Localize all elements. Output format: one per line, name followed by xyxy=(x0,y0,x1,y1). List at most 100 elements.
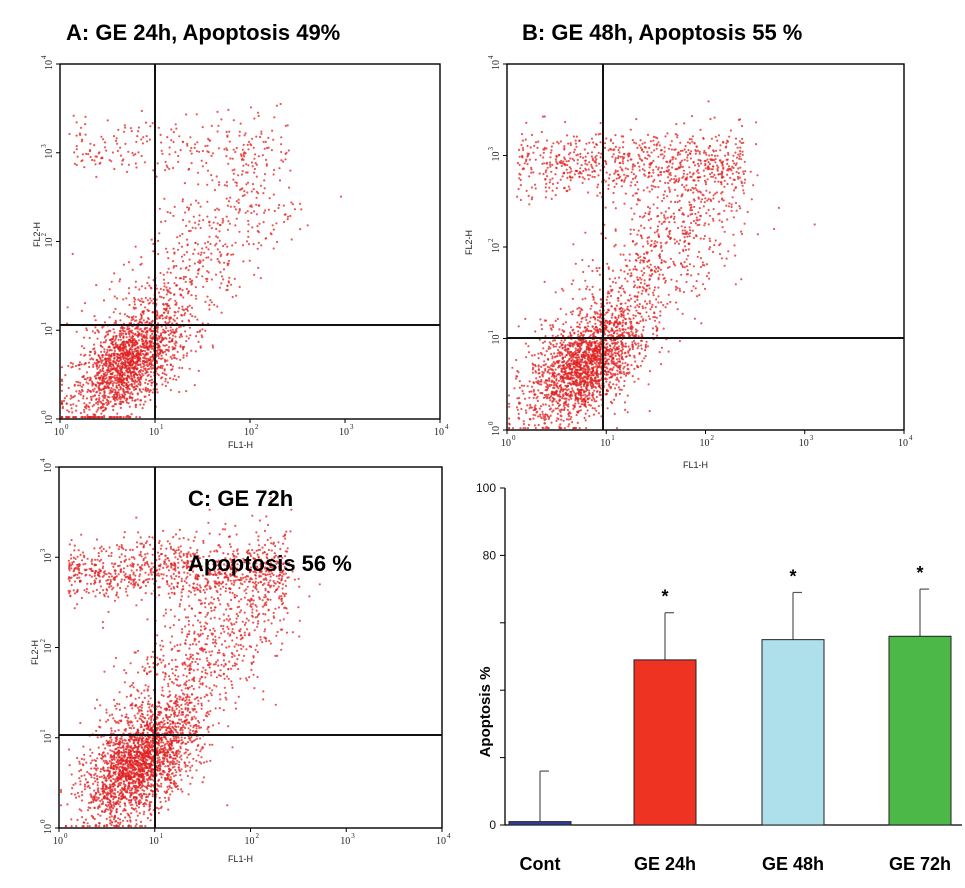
scatter-point xyxy=(697,164,701,168)
scatter-point xyxy=(60,366,64,369)
scatter-point xyxy=(562,160,565,163)
scatter-point xyxy=(194,241,197,245)
scatter-point xyxy=(239,188,242,191)
scatter-point xyxy=(148,345,151,348)
scatter-point xyxy=(134,162,137,165)
scatter-point xyxy=(126,340,129,343)
scatter-point xyxy=(133,348,136,351)
scatter-point xyxy=(101,395,104,398)
scatter-point xyxy=(101,364,104,367)
scatter-point xyxy=(199,205,202,208)
scatter-point xyxy=(133,300,136,303)
panel-a-xlabel: FL1-H xyxy=(228,440,253,450)
scatter-point xyxy=(125,401,129,404)
scatter-point xyxy=(580,340,583,343)
scatter-point xyxy=(168,336,171,340)
scatter-point xyxy=(124,126,127,129)
scatter-point xyxy=(231,244,234,247)
scatter-point xyxy=(527,423,531,426)
scatter-point xyxy=(677,179,681,182)
scatter-point xyxy=(244,132,247,135)
scatter-point xyxy=(168,307,171,310)
scatter-point xyxy=(250,161,254,164)
scatter-point xyxy=(562,373,565,376)
scatter-point xyxy=(673,148,676,151)
scatter-point xyxy=(637,377,640,380)
scatter-point xyxy=(587,330,590,333)
scatter-point xyxy=(616,170,619,173)
scatter-point xyxy=(98,378,101,381)
scatter-point xyxy=(579,332,583,335)
scatter-point xyxy=(100,412,103,415)
scatter-point xyxy=(136,377,139,380)
scatter-point xyxy=(646,186,649,189)
scatter-point xyxy=(551,182,555,186)
scatter-point xyxy=(599,323,602,327)
scatter-point xyxy=(82,397,85,400)
scatter-point xyxy=(278,179,282,182)
scatter-point xyxy=(299,202,302,205)
scatter-point xyxy=(607,184,610,187)
scatter-point xyxy=(263,173,267,176)
scatter-point xyxy=(737,167,740,170)
scatter-point xyxy=(229,157,232,160)
scatter-point xyxy=(89,376,92,379)
scatter-point xyxy=(85,152,88,155)
scatter-point xyxy=(79,353,82,356)
scatter-point xyxy=(256,229,259,233)
scatter-point xyxy=(139,303,143,306)
scatter-point xyxy=(142,300,145,304)
scatter-point xyxy=(106,333,109,336)
scatter-point xyxy=(588,389,591,392)
scatter-point xyxy=(132,362,135,365)
scatter-point xyxy=(242,143,245,146)
scatter-point xyxy=(566,408,570,412)
scatter-point xyxy=(75,121,78,124)
scatter-point xyxy=(555,160,558,163)
scatter-point xyxy=(105,339,108,342)
scatter-point xyxy=(121,371,124,374)
scatter-point xyxy=(542,341,545,344)
scatter-point xyxy=(605,373,608,376)
scatter-point xyxy=(115,336,118,339)
scatter-point xyxy=(693,164,697,167)
scatter-point xyxy=(234,181,237,184)
scatter-point xyxy=(222,278,225,281)
scatter-point xyxy=(597,348,600,351)
scatter-point xyxy=(146,299,149,302)
scatter-point xyxy=(545,182,548,185)
scatter-point xyxy=(534,363,537,367)
scatter-point xyxy=(587,178,590,181)
scatter-point xyxy=(174,335,177,338)
scatter-point xyxy=(203,251,206,254)
scatter-point xyxy=(216,257,219,261)
scatter-point xyxy=(114,307,117,311)
scatter-point xyxy=(730,209,733,212)
scatter-point xyxy=(599,347,602,351)
scatter-point xyxy=(145,135,148,138)
scatter-point xyxy=(591,394,594,397)
scatter-point xyxy=(136,393,139,396)
scatter-point xyxy=(721,226,724,229)
scatter-point xyxy=(639,146,643,149)
scatter-point xyxy=(113,295,116,298)
scatter-point xyxy=(515,406,519,409)
scatter-point xyxy=(197,369,200,372)
scatter-point xyxy=(60,416,64,419)
scatter-point xyxy=(575,359,578,362)
scatter-point xyxy=(91,395,94,398)
scatter-point xyxy=(622,162,625,165)
scatter-point xyxy=(103,141,107,144)
scatter-point xyxy=(621,160,624,163)
scatter-point xyxy=(128,395,131,398)
scatter-point xyxy=(107,384,110,388)
scatter-point xyxy=(563,147,566,150)
scatter-point xyxy=(623,202,626,205)
scatter-point xyxy=(134,406,137,409)
scatter-point xyxy=(658,351,661,354)
scatter-point xyxy=(231,157,234,160)
scatter-point xyxy=(166,302,169,305)
scatter-point xyxy=(126,398,129,401)
scatter-point xyxy=(235,217,238,220)
scatter-point xyxy=(583,397,586,401)
